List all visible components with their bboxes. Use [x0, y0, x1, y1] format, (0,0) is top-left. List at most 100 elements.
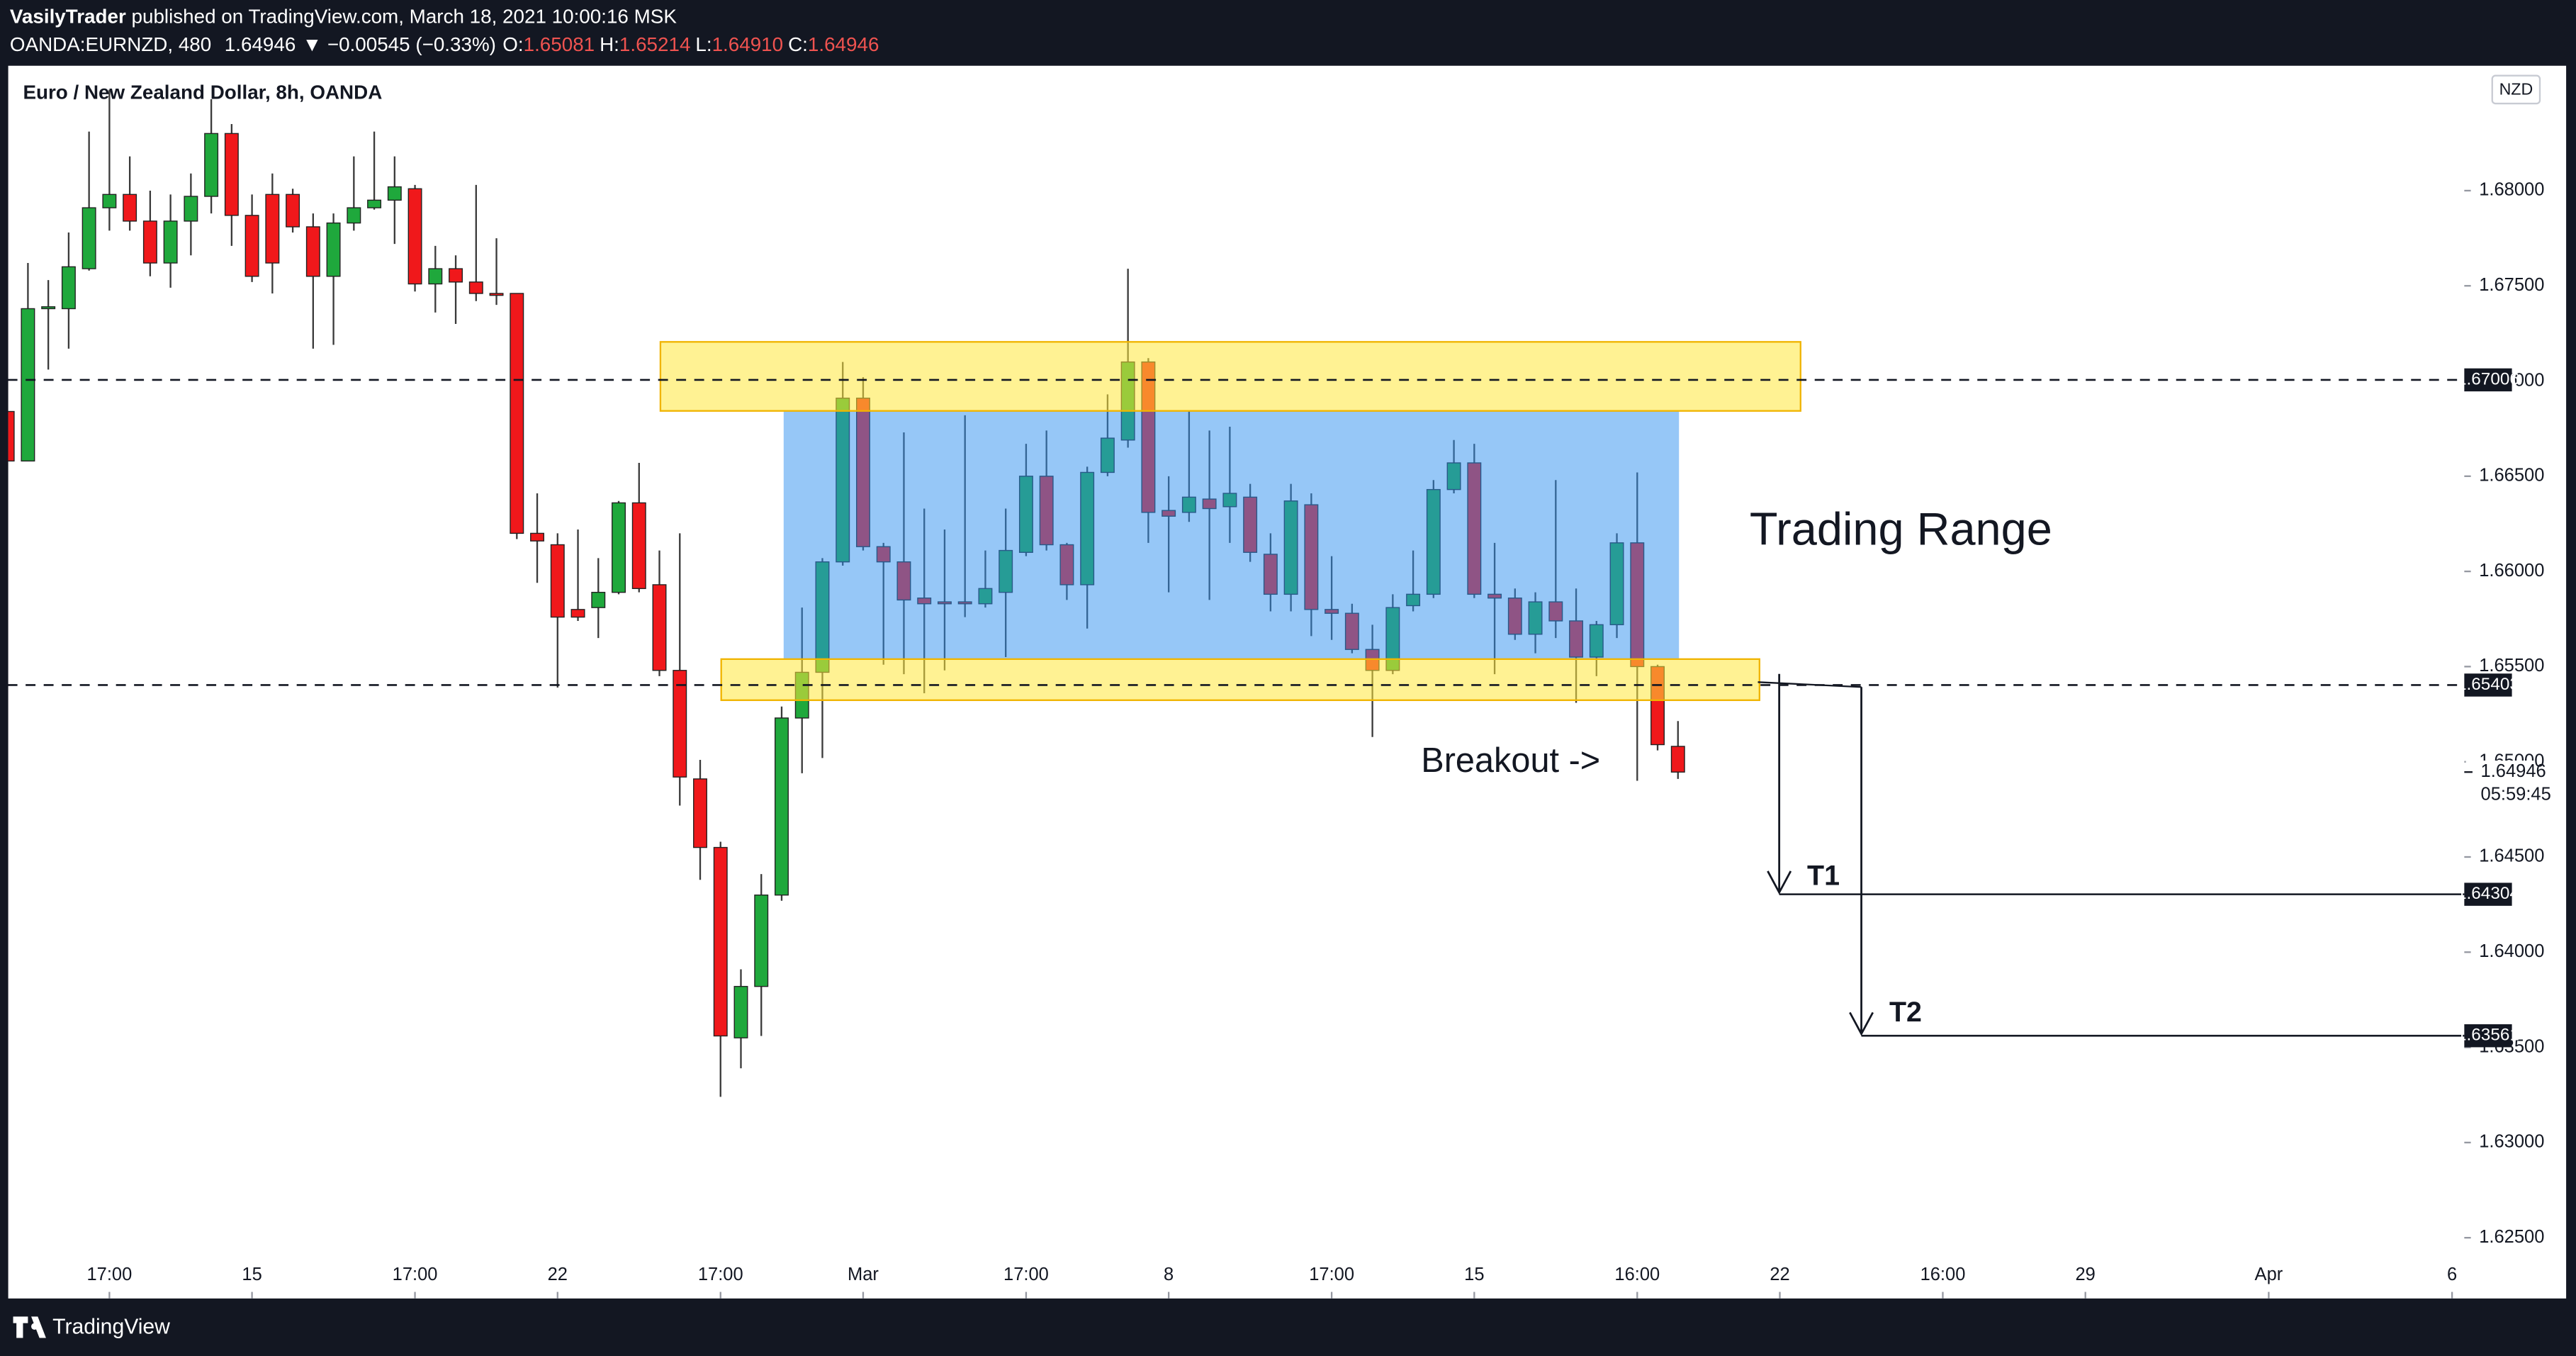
level-label-box — [2464, 882, 2512, 906]
candle-body — [591, 591, 606, 608]
candle-body — [673, 670, 687, 778]
change: ▼ −0.00545 (−0.33%) — [303, 33, 496, 55]
level-label-box — [2464, 1024, 2512, 1048]
x-tick-label: Mar — [848, 1265, 879, 1284]
y-tick-label: 1.68000 — [2479, 180, 2544, 200]
candle-body — [347, 207, 361, 224]
ohlc-value: 1.64946 — [808, 33, 879, 55]
x-tick-label: 22 — [548, 1265, 568, 1284]
candle-body — [204, 133, 219, 197]
candle-body — [142, 220, 157, 264]
support-zone — [720, 658, 1760, 701]
candle-body — [489, 293, 504, 296]
x-tick-label: 17:00 — [698, 1265, 743, 1284]
footer: TradingView — [13, 1316, 170, 1339]
candle-body — [449, 268, 463, 283]
candle-body — [305, 226, 320, 277]
candle-body — [1670, 746, 1685, 773]
countdown: 05:59:45 — [2481, 784, 2551, 804]
x-tick-label: 17:00 — [1309, 1265, 1354, 1284]
publisher: VasilyTrader — [10, 6, 126, 28]
candle-body — [41, 306, 56, 310]
candle-body — [102, 194, 117, 208]
last-price: 1.64946 — [2481, 761, 2546, 781]
ohlc-value: 1.64910 — [712, 33, 784, 55]
candle-body — [612, 502, 626, 593]
level-label: 1.64304 — [2457, 884, 2519, 903]
arrow-t2 — [1849, 687, 1874, 1036]
currency-badge — [2491, 74, 2541, 105]
x-tick-label: 17:00 — [393, 1265, 438, 1284]
candle-body — [163, 220, 178, 264]
candle-body — [510, 293, 524, 534]
range-zone — [783, 410, 1680, 659]
y-tick-label: 1.67500 — [2479, 275, 2544, 295]
candle-body — [733, 985, 748, 1038]
x-tick-label: 16:00 — [1920, 1265, 1966, 1284]
ohlc-key: L: — [695, 33, 712, 55]
candle-body — [224, 133, 239, 216]
x-tick-label: 15 — [1464, 1265, 1484, 1284]
candle-body — [8, 410, 15, 462]
y-tick-label: 1.64000 — [2479, 941, 2544, 961]
symbol-line: OANDA:EURNZD, 480 1.64946 ▼ −0.00545 (−0.3… — [10, 33, 879, 55]
candle-body — [81, 207, 96, 269]
published: published on TradingView.com, March 18, … — [132, 6, 677, 28]
candle-body — [286, 194, 300, 228]
brand: TradingView — [52, 1316, 170, 1339]
annotation-t2: T2 — [1889, 997, 1922, 1028]
candle-body — [631, 502, 646, 589]
annotation-breakout: Breakout -> — [1421, 741, 1600, 780]
last-price-box — [2465, 760, 2536, 809]
candle-body — [775, 717, 789, 896]
chart-title: Euro / New Zealand Dollar, 8h, OANDA — [23, 82, 382, 103]
x-tick-label: 29 — [2076, 1265, 2096, 1284]
candle-body — [713, 846, 728, 1037]
candle-body — [754, 895, 769, 987]
x-tick-label: 8 — [1164, 1265, 1174, 1284]
candle-body — [21, 308, 35, 462]
resistance-zone — [659, 341, 1801, 412]
candle-body — [428, 268, 443, 285]
levels — [7, 379, 2465, 1037]
candle-body — [468, 281, 483, 294]
y-tick-label: 1.66500 — [2479, 466, 2544, 486]
level-label: 1.65403 — [2457, 675, 2519, 694]
ohlc-key: H: — [600, 33, 619, 55]
x-tick-label: 15 — [242, 1265, 261, 1284]
ohlc-key: C: — [788, 33, 808, 55]
y-tick-label: 1.63000 — [2479, 1132, 2544, 1152]
candle-body — [693, 778, 707, 848]
y-tick-label: 1.66000 — [2479, 561, 2544, 581]
ohlc-key: O: — [502, 33, 523, 55]
logo-icon — [13, 1316, 46, 1338]
candle-body — [265, 194, 280, 264]
candle-body — [61, 266, 76, 310]
candle-body — [652, 584, 667, 671]
candle-body — [244, 215, 259, 277]
arrow-t1 — [1767, 673, 1792, 895]
level-label: 1.63561 — [2457, 1026, 2519, 1045]
y-tick-label: 1.62500 — [2479, 1227, 2544, 1247]
y-tick-label: 1.65500 — [2479, 656, 2544, 676]
annotation-range: Trading Range — [1750, 503, 2052, 554]
candle-body — [326, 222, 341, 277]
symbol: OANDA:EURNZD, 480 — [10, 33, 211, 55]
candle-body — [184, 196, 198, 222]
x-tick-label: 17:00 — [1003, 1265, 1049, 1284]
ohlc-value: 1.65214 — [619, 33, 691, 55]
y-tick-label: 1.64500 — [2479, 846, 2544, 866]
x-tick-label: Apr — [2255, 1265, 2283, 1284]
level-label-box — [2464, 673, 2512, 697]
arrow-link — [1757, 681, 1862, 688]
annotation-t1: T1 — [1807, 861, 1840, 892]
candle-body — [570, 609, 585, 618]
candle-body — [367, 199, 382, 208]
candle-body — [407, 188, 422, 285]
level-label: 1.67006 — [2457, 369, 2519, 388]
candle-body — [387, 186, 402, 201]
x-tick-label: 22 — [1770, 1265, 1789, 1284]
ohlc-value: 1.65081 — [524, 33, 595, 55]
x-tick-label: 17:00 — [86, 1265, 132, 1284]
